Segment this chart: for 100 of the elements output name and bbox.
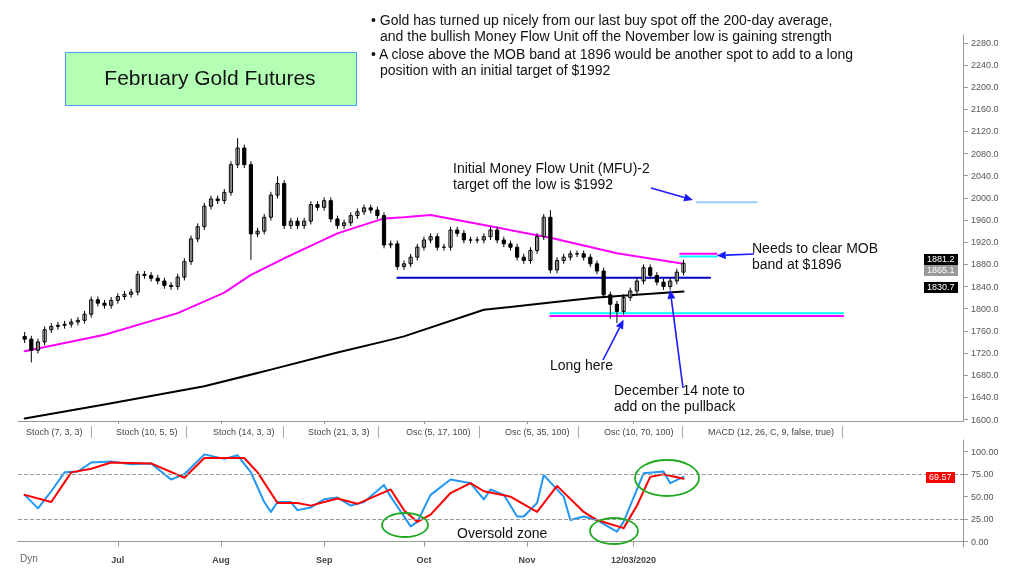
candlestick bbox=[295, 217, 300, 230]
candlestick bbox=[388, 240, 393, 249]
candlestick bbox=[82, 310, 87, 325]
annotation: 1830.7 bbox=[924, 282, 958, 293]
candlestick bbox=[308, 200, 313, 225]
annotation: December 14 note to add on the pullback bbox=[614, 382, 746, 414]
line-series bbox=[23, 214, 685, 353]
candlestick bbox=[648, 263, 653, 280]
x-tick-label: Sep bbox=[315, 554, 333, 565]
candlestick bbox=[341, 218, 347, 230]
candlestick bbox=[162, 277, 167, 290]
candlestick bbox=[488, 226, 493, 241]
candlestick bbox=[681, 259, 686, 276]
annotation: • A close above the MOB band at 1896 would be another spot to add to a long position with an initial target of $1992 bbox=[371, 46, 855, 78]
annotation: 1881.2 bbox=[924, 254, 958, 265]
candlestick bbox=[62, 320, 67, 330]
candlestick bbox=[135, 270, 140, 296]
candlestick bbox=[641, 263, 646, 285]
text: Stoch (14, 3, 3) bbox=[205, 426, 284, 438]
y-tick-label: 2200.0 bbox=[971, 82, 999, 93]
candlestick bbox=[95, 296, 100, 307]
candlestick bbox=[621, 293, 626, 316]
candlestick bbox=[375, 206, 380, 220]
candlestick bbox=[328, 196, 333, 223]
annotation: Long here bbox=[550, 357, 615, 373]
candlestick bbox=[42, 325, 47, 346]
candlestick bbox=[175, 273, 180, 291]
candlestick bbox=[355, 207, 360, 220]
candlestick bbox=[228, 160, 234, 197]
candlestick bbox=[674, 268, 679, 285]
annotation: • Gold has turned up nicely from our last buy spot off the 200-day average, and the bullish Money Flow Unit off the November low is gaining strength bbox=[371, 12, 834, 44]
candlestick bbox=[109, 296, 114, 310]
candlestick bbox=[554, 256, 560, 274]
y-tick-label: 1840.0 bbox=[971, 281, 999, 292]
candlestick bbox=[262, 213, 267, 235]
candlestick bbox=[548, 209, 553, 274]
candlestick bbox=[49, 322, 54, 334]
candlestick bbox=[75, 316, 80, 326]
y-tick-label: 1800.0 bbox=[971, 303, 999, 314]
candlestick bbox=[594, 259, 600, 275]
x-tick-label: Nov bbox=[518, 554, 536, 565]
candlestick bbox=[381, 211, 387, 249]
y-tick-label: 1760.0 bbox=[971, 325, 999, 336]
candlestick bbox=[481, 232, 486, 244]
y-tick-label: 1680.0 bbox=[971, 370, 999, 381]
candlestick bbox=[508, 240, 513, 252]
candlestick bbox=[574, 250, 580, 258]
candlestick bbox=[448, 226, 453, 252]
candlestick bbox=[395, 240, 400, 271]
candlestick bbox=[155, 274, 160, 285]
candlestick bbox=[22, 331, 27, 344]
candlestick bbox=[534, 232, 540, 255]
candlestick bbox=[235, 137, 240, 169]
candlestick bbox=[521, 253, 526, 265]
y-tick-label: 1640.0 bbox=[971, 392, 999, 403]
text: MACD (12, 26, C, 9, false, true) bbox=[700, 426, 844, 438]
text: Osc (10, 70, 100) bbox=[596, 426, 683, 438]
text: Osc (5, 35, 100) bbox=[497, 426, 579, 438]
candlestick bbox=[581, 250, 586, 261]
candlestick bbox=[401, 259, 407, 271]
candlestick bbox=[415, 243, 420, 261]
y-tick-label: 2080.0 bbox=[971, 148, 999, 159]
y-tick-label: 25.00 bbox=[971, 514, 994, 525]
candlestick bbox=[275, 175, 280, 199]
y-tick-label: 75.00 bbox=[971, 469, 994, 480]
candlestick bbox=[242, 144, 247, 169]
candlestick bbox=[428, 232, 433, 244]
candlestick bbox=[654, 271, 659, 286]
y-tick-label: 2240.0 bbox=[971, 59, 999, 70]
y-tick-label: 50.00 bbox=[971, 491, 994, 502]
annotation: 69.57 bbox=[926, 472, 955, 483]
annotation: Needs to clear MOB band at $1896 bbox=[752, 240, 880, 272]
text: Stoch (10, 5, 5) bbox=[108, 426, 187, 438]
annotation: 1865.1 bbox=[924, 265, 958, 276]
candlestick bbox=[302, 217, 307, 230]
y-tick-label: 1600.0 bbox=[971, 414, 999, 425]
text: Osc (5, 17, 100) bbox=[398, 426, 480, 438]
candlestick bbox=[142, 270, 147, 280]
y-tick-label: 1920.0 bbox=[971, 237, 999, 248]
candlestick bbox=[188, 235, 194, 266]
x-tick-label: Jul bbox=[111, 554, 125, 565]
x-tick-label: Aug bbox=[212, 554, 230, 565]
candlestick bbox=[182, 257, 187, 281]
candlestick bbox=[515, 243, 520, 261]
y-tick-label: 100.00 bbox=[971, 446, 999, 457]
candlestick bbox=[288, 217, 293, 230]
candlestick bbox=[215, 195, 220, 205]
candlestick bbox=[55, 321, 61, 331]
candlestick bbox=[102, 299, 107, 310]
candlestick bbox=[89, 296, 94, 319]
candlestick bbox=[248, 160, 254, 261]
candlestick bbox=[202, 202, 207, 231]
y-tick-label: 1720.0 bbox=[971, 348, 999, 359]
candlestick bbox=[568, 250, 573, 261]
candlestick bbox=[149, 271, 154, 283]
candlestick bbox=[195, 222, 200, 243]
text: Stoch (7, 3, 3) bbox=[18, 426, 92, 438]
y-tick-label: 0.00 bbox=[971, 536, 989, 547]
candlestick bbox=[29, 335, 34, 363]
y-tick-label: 2040.0 bbox=[971, 170, 999, 181]
